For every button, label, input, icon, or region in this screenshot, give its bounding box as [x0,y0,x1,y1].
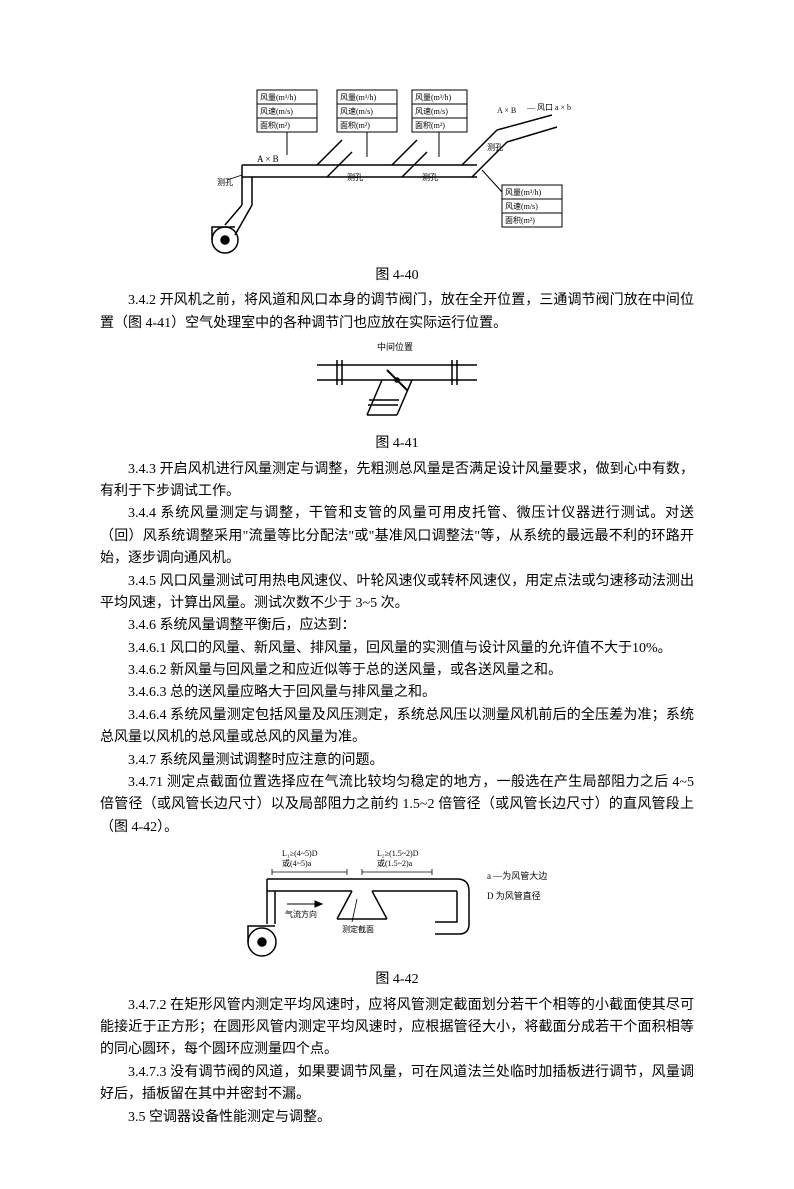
fig442-L2b: 或(1.5~2)a [377,858,413,868]
para-3-4-6: 3.4.6 系统风量调整平衡后，应达到： [100,615,694,637]
hole-label-2: 测孔 [422,173,438,182]
figure-4-41: 中间位置 [100,340,694,428]
fig442-a: a —为风管大边 [487,870,547,881]
box2-l1: 风量(m³/h) [340,93,377,102]
para-3-4-2: 3.4.2 开风机之前，将风道和风口本身的调节阀门，放在全开位置，三通调节阀门放… [100,290,694,335]
fig-4-41-caption: 图 4-41 [100,433,694,455]
para-3-4-6-2: 3.4.6.2 新风量与回风量之和应近似等于总的送风量，或各送风量之和。 [100,660,694,682]
fig442-D: D 为风管直径 [487,890,541,901]
para-3-4-7-2: 3.4.7.2 在矩形风管内测定平均风速时，应将风管测定截面划分若干个相等的小截… [100,995,694,1062]
fig442-flow: 气流方向 [285,909,317,919]
para-3-4-7: 3.4.7 系统风量测试调整时应注意的问题。 [100,750,694,772]
figure-4-40-svg: 风量(m³/h) 风速(m/s) 面积(m²) 风量(m³/h) 风速(m/s)… [197,85,597,260]
box4-l3: 面积(m²) [505,215,535,225]
box1-l2: 风速(m/s) [260,107,293,116]
para-3-4-6-3: 3.4.6.3 总的送风量应略大于回风量与排风量之和。 [100,682,694,704]
fig441-label: 中间位置 [377,341,413,352]
box1-l3: 面积(m²) [260,120,290,130]
outlet-label: — 风口 a × b [526,103,571,112]
para-3-4-4: 3.4.4 系统风量测定与调整，干管和支管的风量可用皮托管、微压计仪器进行测试。… [100,503,694,570]
hole-label-1: 测孔 [347,173,363,182]
para-3-4-5: 3.4.5 风口风量测试可用热电风速仪、叶轮风速仪或转杯风速仪，用定点法或匀速移… [100,571,694,616]
fig-4-40-caption: 图 4-40 [100,265,694,287]
hole-label-3: 测孔 [487,143,503,152]
fig442-L1b: 或(4~5)a [282,858,312,868]
para-3-4-7-3: 3.4.7.3 没有调节阀的风道，如果要调节风量，可在风道法兰处临时加插板进行调… [100,1062,694,1107]
fig-4-42-caption: 图 4-42 [100,969,694,991]
hole-label-left: 测孔 [217,178,233,187]
box3-l2: 风速(m/s) [415,107,448,116]
figure-4-42-svg: L₁≥(4~5)D 或(4~5)a L₂≥(1.5~2)D 或(1.5~2)a … [217,844,577,964]
duct-size-label: A × B [257,154,279,164]
figure-4-42: L₁≥(4~5)D 或(4~5)a L₂≥(1.5~2)D 或(1.5~2)a … [100,844,694,964]
axb-label: A × B [497,106,516,115]
box3-l1: 风量(m³/h) [415,93,452,102]
box2-l3: 面积(m²) [340,120,370,130]
box3-l3: 面积(m²) [415,120,445,130]
para-3-5: 3.5 空调器设备性能测定与调整。 [100,1107,694,1129]
box1-l1: 风量(m³/h) [260,93,297,102]
fig442-L2: L₂≥(1.5~2)D [377,849,419,858]
box4-l1: 风量(m³/h) [505,188,542,197]
figure-4-40: 风量(m³/h) 风速(m/s) 面积(m²) 风量(m³/h) 风速(m/s)… [100,85,694,260]
para-3-4-3: 3.4.3 开启风机进行风量测定与调整，先粗测总风量是否满足设计风量要求，做到心… [100,459,694,504]
fig442-L1: L₁≥(4~5)D [282,849,318,858]
box4-l2: 风速(m/s) [505,202,538,211]
para-3-4-71: 3.4.71 测定点截面位置选择应在气流比较均匀稳定的地方，一般选在产生局部阻力… [100,772,694,839]
para-3-4-6-1: 3.4.6.1 风口的风量、新风量、排风量，回风量的实测值与设计风量的允许值不大… [100,638,694,660]
figure-4-41-svg: 中间位置 [307,340,487,428]
para-3-4-6-4: 3.4.6.4 系统风量测定包括风量及风压测定，系统总风压以测量风机前后的全压差… [100,705,694,750]
fig442-section: 测定截面 [342,924,374,934]
box2-l2: 风速(m/s) [340,107,373,116]
